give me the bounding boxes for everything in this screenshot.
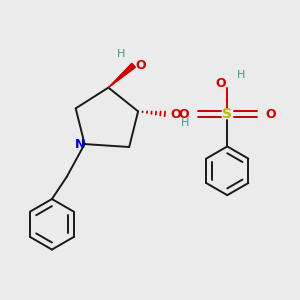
Text: H: H <box>236 70 245 80</box>
Text: O: O <box>265 108 276 121</box>
Text: O: O <box>135 59 146 72</box>
Text: S: S <box>222 107 232 121</box>
Text: O: O <box>215 76 226 90</box>
Text: O: O <box>178 108 189 121</box>
Text: H: H <box>117 49 125 59</box>
Text: H: H <box>181 118 189 128</box>
Text: O: O <box>171 108 182 121</box>
Polygon shape <box>108 63 135 88</box>
Text: N: N <box>75 138 85 151</box>
